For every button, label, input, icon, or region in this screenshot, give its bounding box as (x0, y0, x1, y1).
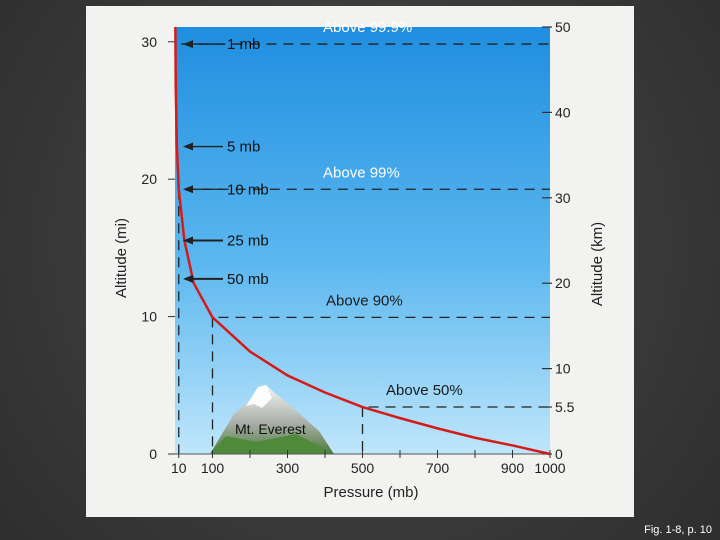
marker-arrow-head (183, 142, 193, 151)
y-right-tick-label: 0 (555, 446, 563, 462)
figure-caption: Fig. 1-8, p. 10 (644, 524, 712, 536)
left-axis: 0 10 20 30 (141, 34, 175, 462)
x-tick-label: 1000 (534, 460, 565, 476)
pressure-markers: 1 mb 5 mb 10 mb 25 mb 50 mb (183, 36, 269, 288)
y-right-tick-label: 20 (555, 275, 571, 291)
annotation-label: Above 50% (386, 382, 463, 399)
x-tick-label: 500 (351, 460, 375, 476)
y-right-tick-label: 50 (555, 19, 571, 35)
x-tick-label: 100 (201, 460, 225, 476)
x-tick-label: 700 (426, 460, 450, 476)
y-right-tick-label: 5.5 (555, 399, 575, 415)
annotation-label: Above 99% (323, 164, 400, 181)
x-tick-label: 10 (171, 460, 187, 476)
pressure-marker-label: 1 mb (227, 36, 260, 53)
pressure-marker-label: 5 mb (227, 139, 260, 156)
x-tick-label: 300 (276, 460, 300, 476)
y-right-tick-label: 40 (555, 104, 571, 120)
y-axis-right-label: Altitude (km) (589, 222, 606, 306)
plot-area (175, 27, 550, 454)
annotation-label: Above 99.9% (323, 19, 412, 36)
y-left-tick-label: 20 (141, 171, 157, 187)
x-axis-label: Pressure (mb) (323, 484, 418, 501)
mountain-illustration (210, 385, 334, 454)
right-axis: 0 5.5 10 20 30 40 50 (542, 19, 575, 462)
pressure-marker-label: 25 mb (227, 233, 269, 250)
y-right-tick-label: 10 (555, 361, 571, 377)
pressure-curve (174, 26, 551, 456)
reference-lines (178, 43, 550, 454)
percent-annotations: Above 99.9% Above 99% Above 90% Above 50% (323, 19, 463, 399)
marker-arrow-head (183, 274, 193, 283)
y-axis-left-label: Altitude (mi) (113, 218, 130, 298)
y-right-tick-label: 30 (555, 190, 571, 206)
x-tick-label: 900 (501, 460, 525, 476)
marker-arrow-head (183, 236, 193, 245)
pressure-marker-label: 50 mb (227, 271, 269, 288)
marker-arrow-head (183, 40, 193, 49)
altitude-pressure-chart: 0 10 20 30 0 5.5 10 20 30 40 50 10 100 300 500 700 900… (113, 19, 606, 501)
pressure-series-line (174, 26, 551, 456)
pressure-marker-label: 10 mb (227, 181, 269, 198)
annotation-label: Above 90% (326, 292, 403, 309)
marker-arrow-head (183, 185, 193, 194)
y-left-tick-label: 30 (141, 34, 157, 50)
y-left-tick-label: 10 (141, 309, 157, 325)
mountain-label: Mt. Everest (235, 421, 306, 437)
y-left-tick-label: 0 (149, 446, 157, 462)
bottom-axis: 10 100 300 500 700 900 1000 (171, 450, 566, 476)
